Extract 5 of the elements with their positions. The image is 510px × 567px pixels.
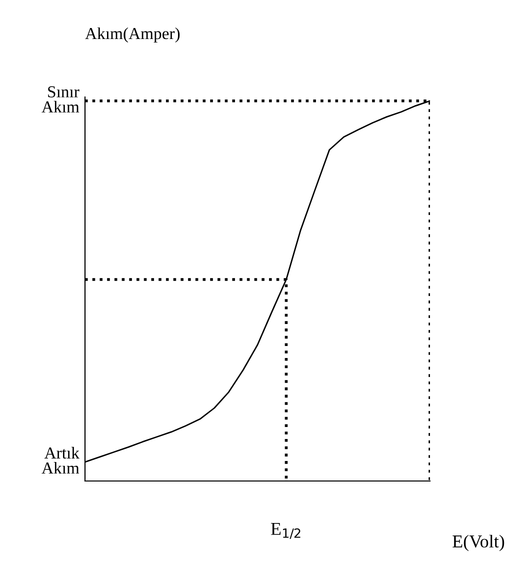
y-axis-title: Akım(Amper) xyxy=(85,27,180,43)
text: Artık Akım xyxy=(42,446,80,474)
text: Sınır Akım xyxy=(42,86,80,112)
ref-line-label: E$_{1/2}$ xyxy=(270,522,300,539)
x-axis-title: E(Volt) xyxy=(452,534,504,552)
